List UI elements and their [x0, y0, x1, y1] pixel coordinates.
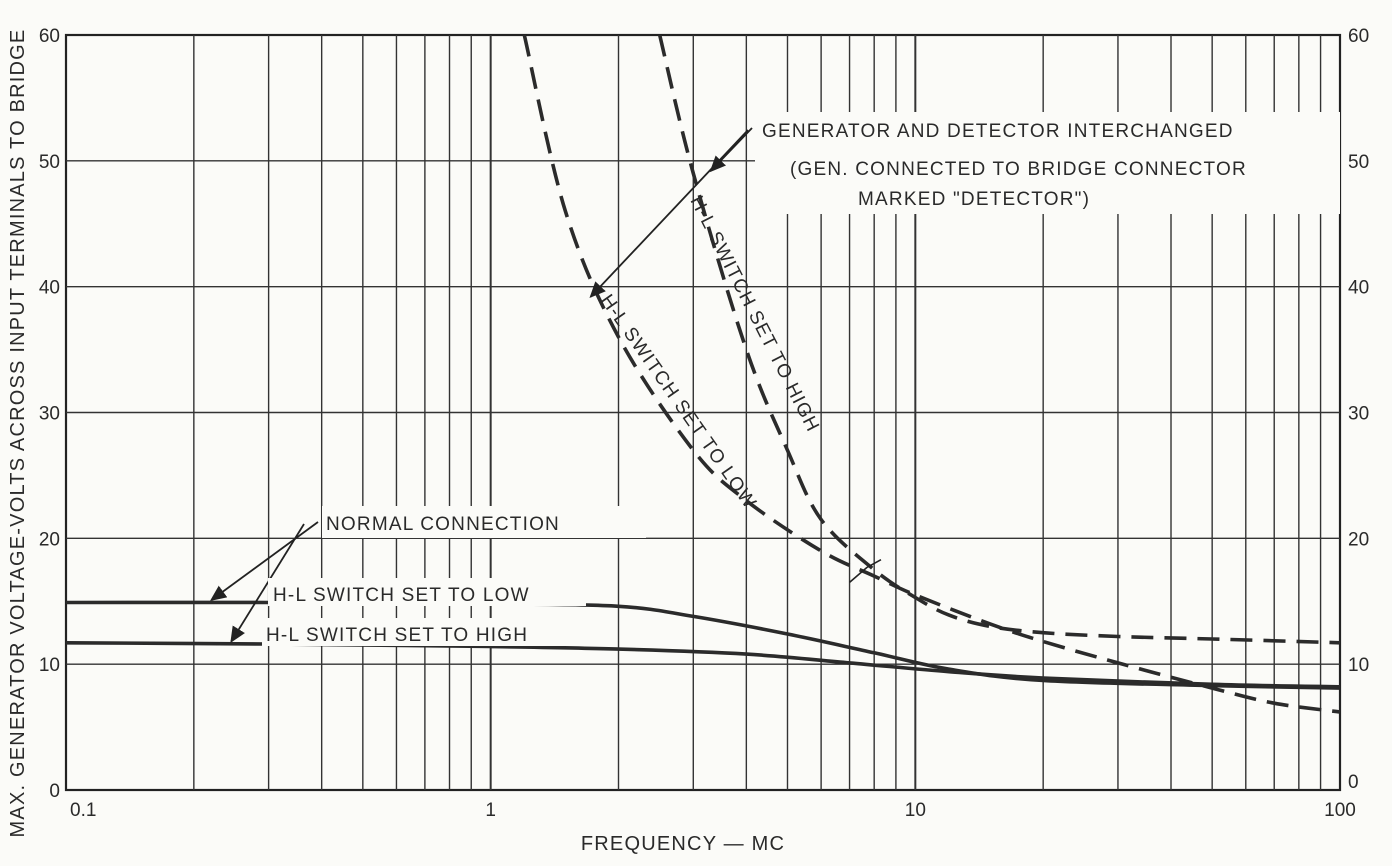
leader-to-normal-high	[230, 523, 305, 644]
x-axis-title: FREQUENCY — MC	[581, 833, 785, 855]
data-curve-3	[522, 34, 1341, 714]
y-tick-label-left: 40	[39, 278, 60, 299]
annotation-bg-2	[322, 506, 646, 538]
x-tick-label: 100	[1324, 800, 1356, 821]
y-tick-label-right: 50	[1348, 152, 1369, 173]
annotation-leaders	[209, 127, 882, 644]
y-tick-label-right: 60	[1348, 26, 1369, 47]
annotation-gen-connected-line1: (GEN. CONNECTED TO BRIDGE CONNECTOR	[790, 159, 1247, 180]
y-tick-label-left: 20	[39, 529, 60, 550]
y-tick-label-right: 0	[1348, 772, 1359, 793]
curve-label-high: H-L SWITCH SET TO HIGH	[686, 193, 824, 436]
curve-label-low: H-L SWITCH SET TO LOW	[596, 291, 760, 513]
tick-labels: 0.1 1 10 100 0 10 20 30 40 50 60 0 10 20 30 40 50 60	[39, 26, 1369, 821]
y-tick-label-left: 60	[39, 26, 60, 47]
annotation-hl-low: H-L SWITCH SET TO LOW	[273, 585, 530, 606]
annotation-normal-connection: NORMAL CONNECTION	[326, 514, 560, 535]
annotation-bg-4	[262, 618, 595, 646]
y-tick-label-left: 10	[39, 655, 60, 676]
x-tick-label: 1	[485, 800, 496, 821]
y-tick-label-right: 40	[1348, 278, 1369, 299]
y-tick-label-right: 10	[1348, 655, 1369, 676]
y-tick-label-right: 30	[1348, 404, 1369, 425]
y-axis-title: MAX. GENERATOR VOLTAGE-VOLTS ACROSS INPU…	[7, 29, 29, 838]
leader-to-high-dashed	[709, 127, 753, 173]
annotation-bg-3	[268, 578, 586, 606]
annotation-gen-connected-line2: MARKED "DETECTOR")	[858, 189, 1090, 210]
x-tick-label: 10	[905, 800, 926, 821]
leader-to-low-dashed	[589, 129, 749, 299]
annotation-generator-interchanged: GENERATOR AND DETECTOR INTERCHANGED	[762, 121, 1234, 142]
y-tick-label-right: 20	[1348, 529, 1369, 550]
annotation-hl-high: H-L SWITCH SET TO HIGH	[266, 625, 528, 646]
label-tick-high	[866, 559, 882, 568]
x-tick-label: 0.1	[70, 800, 96, 821]
y-tick-label-left: 30	[39, 404, 60, 425]
y-tick-label-left: 0	[49, 781, 60, 802]
y-tick-label-left: 50	[39, 152, 60, 173]
annotation-bg-1	[755, 112, 1340, 214]
leader-to-normal-low	[209, 521, 319, 602]
label-tick-low	[849, 566, 868, 583]
